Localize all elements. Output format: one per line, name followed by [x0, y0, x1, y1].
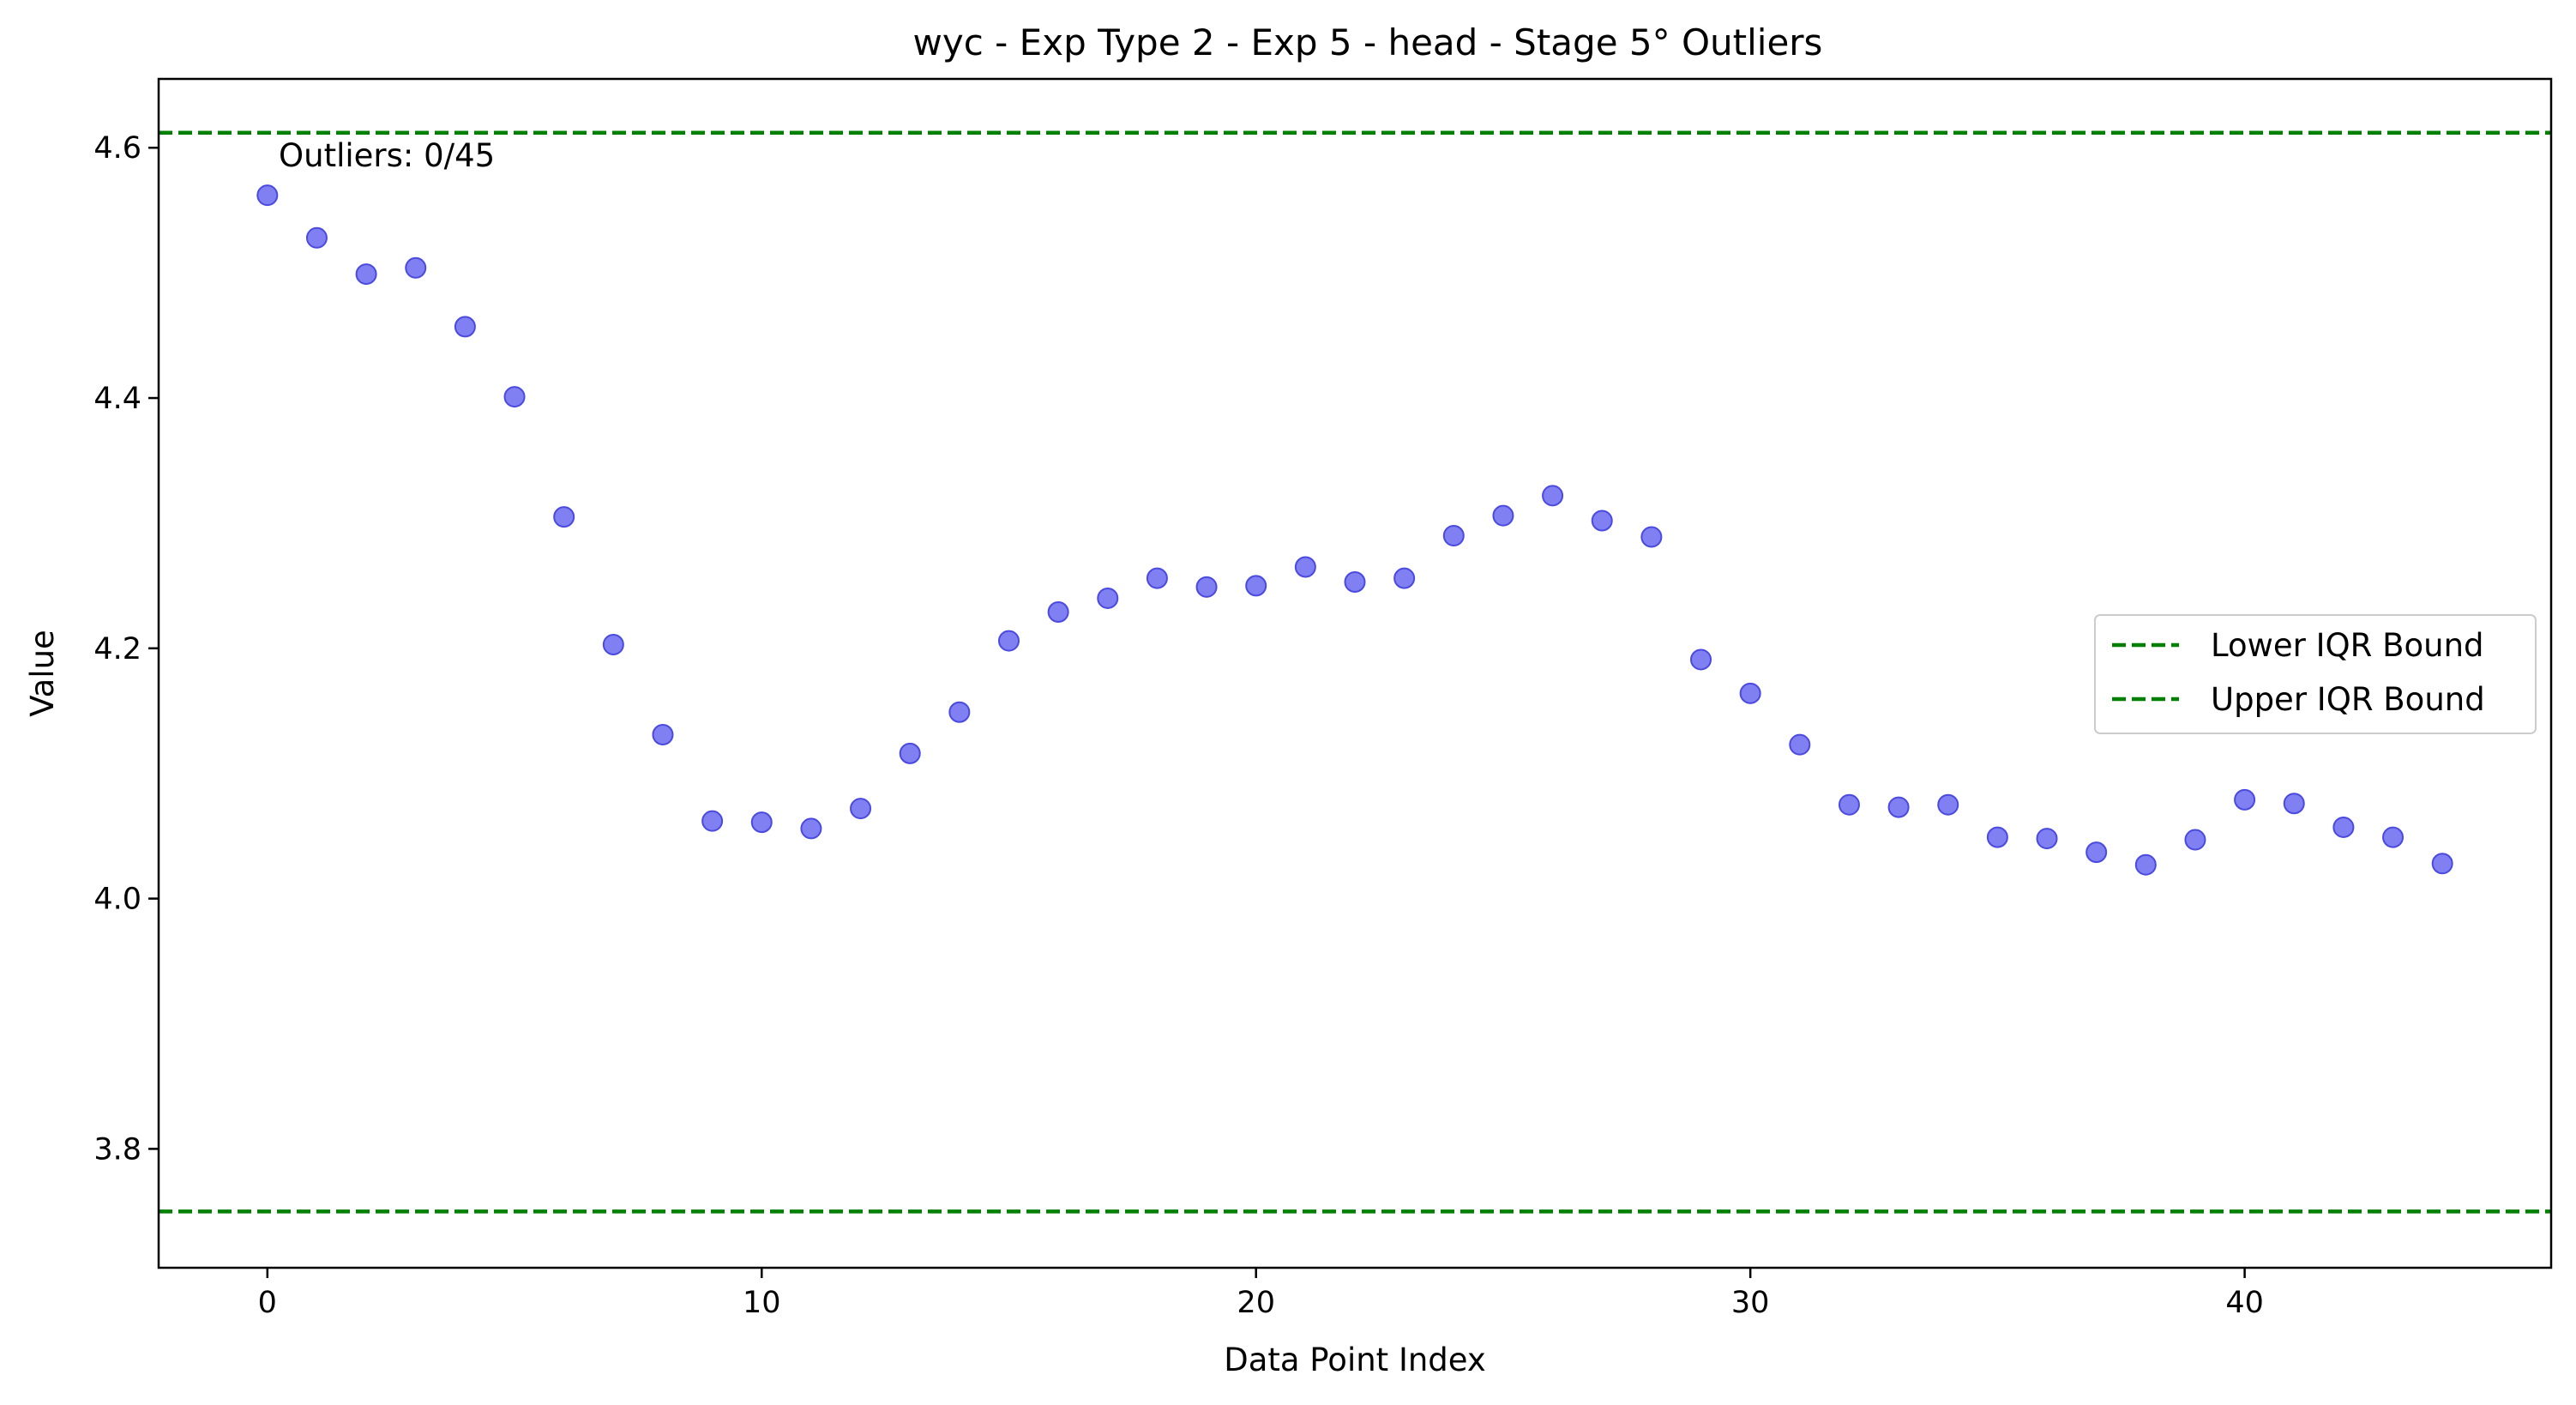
data-point-23 [1393, 567, 1416, 589]
data-point-6 [553, 506, 575, 528]
data-point-27 [1591, 510, 1613, 532]
data-point-22 [1344, 570, 1366, 593]
data-point-36 [2036, 828, 2058, 850]
data-point-38 [2134, 853, 2157, 876]
data-point-18 [1146, 567, 1168, 589]
data-point-0 [256, 184, 279, 207]
y-tick-label-0: 3.8 [93, 1132, 141, 1167]
data-point-31 [1789, 733, 1811, 756]
data-point-7 [602, 633, 624, 655]
data-point-17 [1097, 587, 1119, 609]
data-point-34 [1937, 793, 1959, 816]
data-point-39 [2184, 829, 2206, 851]
data-point-2 [355, 263, 377, 286]
data-point-43 [2382, 826, 2404, 848]
data-point-29 [1690, 648, 1712, 671]
chart-title: wyc - Exp Type 2 - Exp 5 - head - Stage … [913, 21, 1823, 63]
data-point-21 [1294, 556, 1316, 578]
iqr-bound-lines [159, 130, 2551, 1214]
data-point-37 [2085, 841, 2108, 864]
x-tick-label-20: 20 [1237, 1286, 1275, 1320]
data-point-25 [1492, 504, 1514, 527]
y-tick-label-4: 4.6 [93, 131, 141, 166]
data-point-40 [2234, 788, 2256, 811]
data-point-10 [750, 811, 773, 834]
plot-area-frame [157, 77, 2553, 1269]
x-tick-label-40: 40 [2225, 1286, 2264, 1320]
data-point-24 [1442, 525, 1465, 547]
y-tick-label-3: 4.4 [93, 382, 141, 416]
legend-label-upper-bound: Upper IQR Bound [2211, 681, 2485, 718]
data-point-35 [1986, 826, 2008, 848]
data-point-26 [1542, 485, 1564, 507]
legend-label-lower-bound: Lower IQR Bound [2211, 627, 2484, 664]
x-axis-ticks: 0 10 20 30 40 [258, 1268, 2264, 1320]
data-point-8 [652, 723, 674, 745]
data-point-28 [1640, 526, 1663, 548]
legend-box [2094, 614, 2537, 734]
data-point-42 [2332, 816, 2355, 838]
data-point-12 [850, 798, 872, 820]
data-points [256, 184, 2453, 876]
y-tick-label-2: 4.2 [93, 632, 141, 666]
data-point-14 [948, 701, 971, 723]
x-axis-label: Data Point Index [1224, 1342, 1486, 1378]
data-point-11 [800, 817, 822, 840]
y-tick-label-1: 4.0 [93, 883, 141, 917]
data-point-19 [1195, 576, 1218, 598]
data-point-1 [305, 226, 328, 249]
data-point-32 [1838, 793, 1860, 816]
data-point-20 [1245, 575, 1267, 597]
data-point-33 [1887, 796, 1910, 818]
data-point-41 [2283, 793, 2305, 815]
outlier-count-annotation: Outliers: 0/45 [279, 137, 495, 174]
data-point-9 [701, 810, 724, 832]
data-point-30 [1739, 682, 1761, 704]
legend: Lower IQR Bound Upper IQR Bound [2094, 614, 2537, 734]
data-point-4 [454, 316, 476, 338]
x-tick-label-0: 0 [258, 1286, 277, 1320]
data-point-44 [2431, 853, 2453, 875]
y-axis-ticks: 3.8 4.0 4.2 4.4 4.6 [93, 131, 159, 1167]
data-point-15 [997, 630, 1020, 652]
data-point-5 [503, 386, 526, 408]
data-point-3 [405, 256, 427, 279]
x-tick-label-10: 10 [743, 1286, 781, 1320]
x-tick-label-30: 30 [1731, 1286, 1770, 1320]
data-point-13 [899, 742, 921, 764]
data-point-16 [1047, 601, 1069, 624]
y-axis-label: Value [24, 630, 61, 717]
